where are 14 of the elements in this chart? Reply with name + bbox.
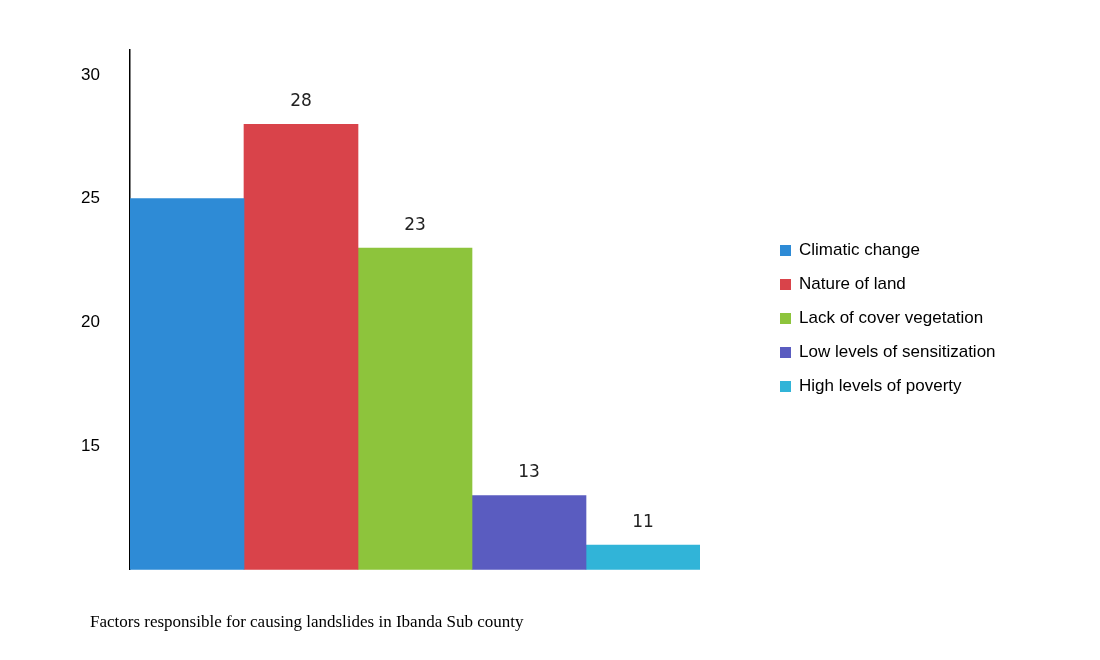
- y-tick-label: 30: [81, 64, 100, 84]
- data-label: 23: [404, 214, 426, 235]
- data-label: 13: [518, 461, 540, 482]
- legend-label: Nature of land: [799, 274, 906, 294]
- legend-label: Low levels of sensitization: [799, 342, 996, 362]
- legend-label: Climatic change: [799, 240, 920, 260]
- data-label: 11: [632, 510, 654, 531]
- y-tick-label: 25: [81, 188, 100, 208]
- text: Factors responsible for causing landslides in Ibanda Sub county: [90, 612, 524, 632]
- y-tick-label: 20: [81, 312, 100, 332]
- data-label: 28: [290, 90, 312, 111]
- legend-label: High levels of poverty: [799, 376, 962, 396]
- y-tick-label: 15: [81, 435, 100, 455]
- legend-label: Lack of cover vegetation: [799, 308, 984, 328]
